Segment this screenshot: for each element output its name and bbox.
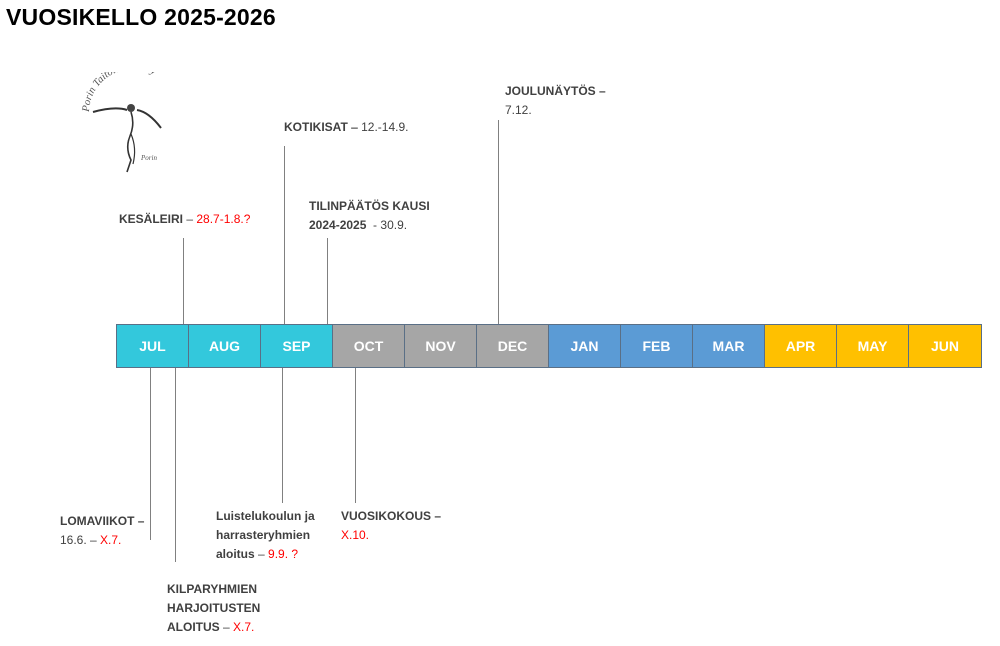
event-name: VUOSIKOKOUS (341, 509, 432, 523)
event-name: LOMAVIIKOT (60, 514, 135, 528)
event-date: 28.7-1.8.? (196, 212, 251, 226)
month-apr: APR (765, 325, 837, 367)
event-lomaviikot: LOMAVIIKOT – 16.6. – X.7. (60, 514, 145, 547)
event-joulunaytos: JOULUNÄYTÖS – 7.12. (505, 84, 606, 117)
club-logo: Porin Taitoluistelu ry Porin (75, 61, 185, 182)
event-date: 7.12. (505, 103, 532, 117)
month-aug: AUG (189, 325, 261, 367)
month-jan: JAN (549, 325, 621, 367)
event-vuosikokous: VUOSIKOKOUS – X.10. (341, 509, 442, 542)
event-date: 12.-14.9. (361, 120, 409, 134)
event-name: KOTIKISAT (284, 120, 348, 134)
event-tilinpaatos: TILINPÄÄTÖS KAUSI 2024-2025 - 30.9. (309, 199, 430, 232)
month-feb: FEB (621, 325, 693, 367)
event-name: Luistelukoulun ja (216, 509, 315, 523)
connector-vuosikokous (355, 367, 356, 503)
connector-joulunaytos (498, 120, 499, 324)
logo-text: Porin Taitoluistelu ry (81, 61, 158, 113)
event-luistelukoulu: Luistelukoulun ja harrasteryhmien aloitu… (216, 509, 315, 561)
month-nov: NOV (405, 325, 477, 367)
event-date: X.7. (233, 620, 255, 634)
event-kotikisat: KOTIKISAT – 12.-14.9. (284, 120, 409, 134)
month-jul: JUL (117, 325, 189, 367)
connector-kesaleiri (183, 238, 184, 324)
event-kesaleiri: KESÄLEIRI – 28.7-1.8.? (119, 212, 251, 226)
event-date: - 30.9. (366, 218, 408, 232)
figure-skater-logo-icon: Porin Taitoluistelu ry Porin (81, 61, 162, 173)
month-dec: DEC (477, 325, 549, 367)
event-date: X.10. (341, 528, 370, 542)
month-jun: JUN (909, 325, 981, 367)
connector-tilinpaatos (327, 238, 328, 324)
event-date: 9.9. ? (268, 547, 299, 561)
event-kilparyhmien: KILPARYHMIEN HARJOITUSTEN ALOITUS – X.7. (167, 582, 261, 634)
event-name: KESÄLEIRI (119, 212, 184, 226)
month-oct: OCT (333, 325, 405, 367)
connector-luistelukoulu (282, 367, 283, 503)
month-mar: MAR (693, 325, 765, 367)
event-name: TILINPÄÄTÖS KAUSI (309, 199, 430, 213)
svg-text:Porin Taitoluistelu ry: Porin Taitoluistelu ry (81, 72, 158, 113)
month-sep: SEP (261, 325, 333, 367)
event-name: JOULUNÄYTÖS (505, 84, 596, 98)
connector-lomaviikot (150, 367, 151, 540)
connector-kotikisat (284, 146, 285, 324)
connector-kilparyhmien (175, 367, 176, 562)
month-may: MAY (837, 325, 909, 367)
page-title: VUOSIKELLO 2025-2026 (6, 4, 276, 30)
logo-subtext: Porin (140, 154, 157, 162)
event-name: KILPARYHMIEN (167, 582, 257, 596)
month-timeline: JUL AUG SEP OCT NOV DEC JAN FEB MAR APR MAY JUN (116, 324, 982, 368)
event-date: X.7. (100, 533, 122, 547)
